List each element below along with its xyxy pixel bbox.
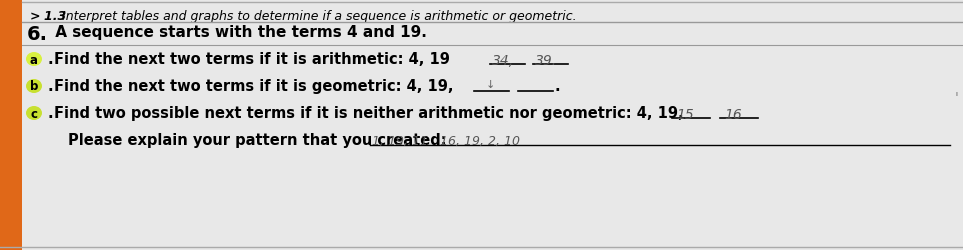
Text: ↓: ↓ bbox=[486, 80, 495, 90]
Ellipse shape bbox=[26, 53, 42, 67]
Text: Find the next two terms if it is geometric: 4, 19,: Find the next two terms if it is geometr… bbox=[54, 79, 458, 94]
Text: Interpret tables and graphs to determine if a sequence is arithmetic or geometri: Interpret tables and graphs to determine… bbox=[62, 10, 577, 23]
Text: 1, 19, 11   16, 19, 2, 10: 1, 19, 11 16, 19, 2, 10 bbox=[372, 134, 520, 147]
Text: A sequence starts with the terms 4 and 19.: A sequence starts with the terms 4 and 1… bbox=[50, 25, 427, 40]
Text: b: b bbox=[30, 80, 39, 93]
Text: Find two possible next terms if it is neither arithmetic nor geometric: 4, 19,: Find two possible next terms if it is ne… bbox=[54, 106, 689, 120]
Text: >: > bbox=[30, 10, 45, 23]
Ellipse shape bbox=[26, 80, 42, 94]
Text: .: . bbox=[48, 106, 59, 120]
Bar bbox=[0, 0, 22, 250]
Text: .: . bbox=[48, 52, 59, 67]
Text: 6.: 6. bbox=[27, 25, 48, 44]
Text: .: . bbox=[48, 79, 59, 94]
Text: 34,: 34, bbox=[492, 54, 514, 68]
Text: 39.: 39. bbox=[535, 54, 558, 68]
Text: .: . bbox=[555, 79, 560, 94]
Ellipse shape bbox=[26, 106, 42, 120]
Text: ': ' bbox=[955, 91, 959, 104]
Text: c: c bbox=[31, 107, 38, 120]
Text: 15: 15 bbox=[676, 108, 693, 122]
Text: 1.3: 1.3 bbox=[44, 10, 70, 23]
Text: Find the next two terms if it is arithmetic: 4, 19: Find the next two terms if it is arithme… bbox=[54, 52, 455, 67]
Text: Please explain your pattern that you created:: Please explain your pattern that you cre… bbox=[68, 132, 452, 148]
Text: 16: 16 bbox=[724, 108, 742, 122]
Text: a: a bbox=[30, 53, 38, 66]
